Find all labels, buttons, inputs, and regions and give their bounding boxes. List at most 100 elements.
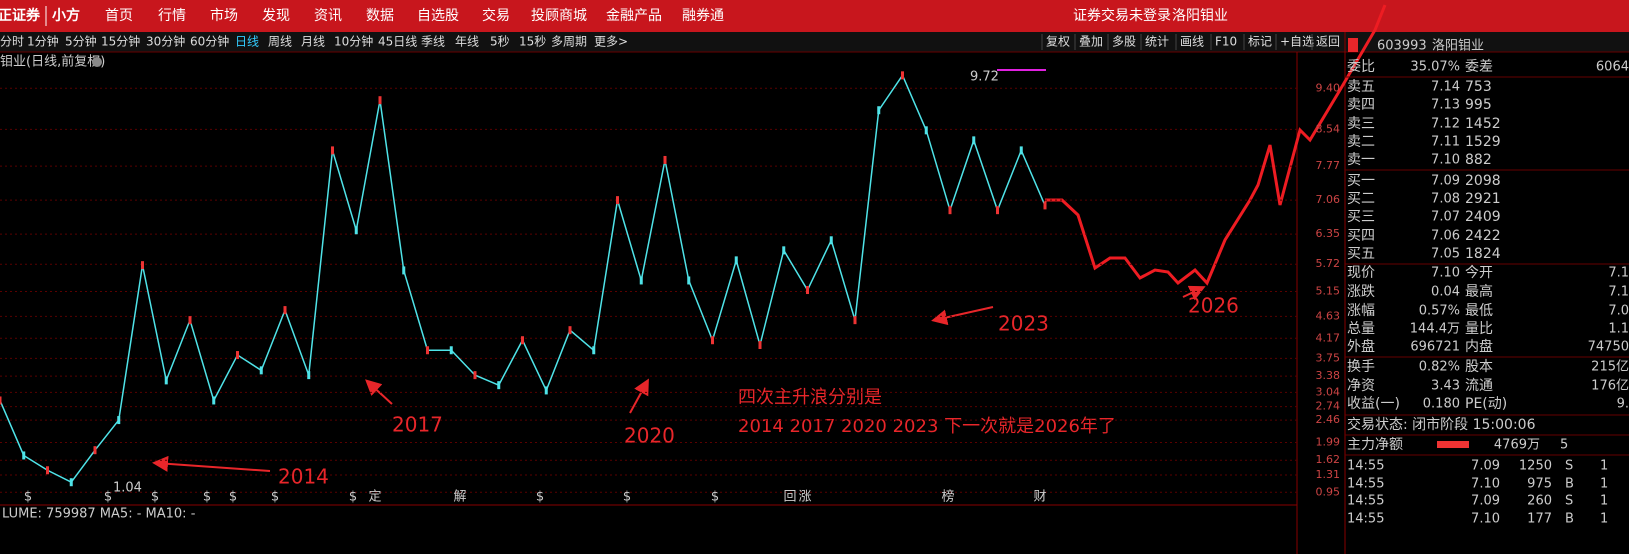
quote-label: 1824 (1465, 246, 1501, 262)
y-tick-label: 4.63 (1316, 309, 1341, 322)
event-marker[interactable]: 财 (1033, 490, 1046, 505)
trade-cell: 260 (1527, 494, 1552, 509)
tool-button[interactable]: 统计 (1145, 35, 1169, 49)
period-tab[interactable]: 1分钟 (27, 34, 59, 49)
trade-cell: 7.10 (1471, 477, 1500, 492)
quote-label: 涨跌 (1347, 284, 1375, 300)
event-marker[interactable]: 回 (783, 490, 796, 505)
event-marker[interactable]: 榜 (941, 489, 954, 505)
period-tab[interactable]: 更多> (594, 35, 628, 49)
nav-item[interactable]: 首页 (105, 8, 133, 24)
tool-button[interactable]: +自选 (1280, 35, 1314, 49)
event-marker[interactable]: $ (24, 490, 32, 505)
quote-value: 7.07 (1431, 210, 1460, 225)
period-tab[interactable]: 15秒 (519, 35, 546, 49)
tool-button[interactable]: 标记 (1248, 35, 1272, 49)
login-status[interactable]: 证券交易未登录 (1073, 7, 1171, 24)
period-tab[interactable]: 15分钟 (101, 34, 140, 49)
candle (259, 366, 263, 375)
quote-label: 卖三 (1347, 116, 1375, 132)
event-marker[interactable]: $ (623, 490, 631, 505)
candle (568, 326, 572, 335)
tool-button[interactable]: 多股 (1112, 35, 1136, 49)
event-marker[interactable]: $ (536, 490, 544, 505)
trade-cell: 1 (1600, 494, 1608, 509)
quote-label: 股本 (1465, 359, 1493, 375)
quote-label: 2921 (1465, 191, 1501, 207)
quote-label: 2098 (1465, 173, 1501, 189)
y-tick-label: 7.06 (1316, 193, 1341, 206)
quote-label: 总量 (1347, 321, 1375, 337)
trade-cell: 1 (1600, 477, 1608, 492)
quote-label: 涨幅 (1347, 303, 1375, 319)
quote-label: 现价 (1347, 265, 1375, 281)
arrow (152, 455, 271, 472)
nav-item[interactable]: 市场 (210, 7, 238, 24)
quote-label: 委比 (1347, 59, 1375, 75)
volume-label: LUME: 759987 MA5: - MA10: - (2, 507, 196, 522)
event-marker[interactable]: 解 (453, 490, 466, 505)
candle (0, 396, 2, 405)
quote-value: 7.08 (1431, 192, 1460, 207)
period-tab[interactable]: 30分钟 (146, 34, 185, 49)
period-tab[interactable]: 日线 (235, 35, 259, 49)
event-marker[interactable]: $ (229, 490, 237, 505)
candle (663, 155, 667, 164)
quote-value: 74750 (1588, 340, 1629, 355)
flow-value: 4769万 (1494, 438, 1540, 453)
y-tick-label: 9.40 (1316, 81, 1341, 94)
candle (521, 336, 524, 345)
candle (829, 236, 833, 245)
candle (639, 276, 643, 285)
event-marker[interactable]: $ (271, 490, 279, 505)
candle (141, 261, 144, 270)
nav-item[interactable]: 融券通 (682, 8, 724, 24)
period-tab[interactable]: 周线 (268, 35, 292, 49)
period-tab[interactable]: 45日线 (378, 35, 417, 49)
event-marker[interactable]: 涨 (798, 490, 811, 505)
tool-button[interactable]: 复权 (1046, 35, 1070, 49)
y-tick-label: 7.77 (1316, 159, 1341, 172)
event-marker[interactable]: 定 (368, 490, 381, 505)
period-tab[interactable]: 5秒 (490, 35, 510, 49)
nav-item[interactable]: 自选股 (417, 8, 459, 24)
tool-button[interactable]: 返回 (1316, 35, 1340, 49)
nav-item[interactable]: 资讯 (314, 8, 342, 24)
event-marker[interactable]: $ (151, 490, 159, 505)
period-tab[interactable]: 5分钟 (65, 34, 97, 49)
quote-value: 696721 (1410, 340, 1460, 355)
arrow (1182, 285, 1206, 301)
period-tab[interactable]: 年线 (455, 35, 479, 49)
flow-label: 主力净额 (1347, 437, 1403, 453)
trade-cell: 177 (1527, 512, 1552, 527)
nav-item[interactable]: 数据 (366, 8, 394, 24)
nav-item[interactable]: 金融产品 (606, 8, 662, 24)
event-marker[interactable]: $ (349, 490, 357, 505)
tool-button[interactable]: 画线 (1180, 35, 1204, 49)
nav-item[interactable]: 行情 (158, 8, 186, 24)
trade-cell: S (1565, 494, 1573, 509)
event-marker[interactable]: $ (104, 490, 112, 505)
candle (473, 371, 477, 380)
tool-button[interactable]: 叠加 (1079, 35, 1103, 49)
nav-item[interactable]: 交易 (482, 7, 510, 24)
period-tab[interactable]: 季线 (421, 35, 445, 49)
period-tab[interactable]: 60分钟 (190, 34, 229, 49)
arrows (152, 285, 1206, 472)
candle (972, 136, 976, 145)
candle (402, 266, 406, 275)
settings-icon[interactable] (92, 57, 102, 67)
period-tab[interactable]: 10分钟 (334, 34, 373, 49)
period-tab[interactable]: 月线 (301, 35, 325, 49)
trade-cell: 14:55 (1347, 477, 1384, 492)
event-marker[interactable]: $ (203, 490, 211, 505)
quote-value: 7.14 (1431, 80, 1460, 95)
trade-cell: S (1565, 459, 1573, 474)
quote-label: 流通 (1465, 378, 1493, 394)
period-tab[interactable]: 分时 (0, 35, 24, 49)
event-marker[interactable]: $ (711, 490, 719, 505)
period-tab[interactable]: 多周期 (551, 35, 587, 49)
nav-item[interactable]: 投顾商城 (531, 8, 587, 24)
nav-item[interactable]: 发现 (262, 8, 290, 24)
tool-button[interactable]: F10 (1215, 35, 1237, 49)
